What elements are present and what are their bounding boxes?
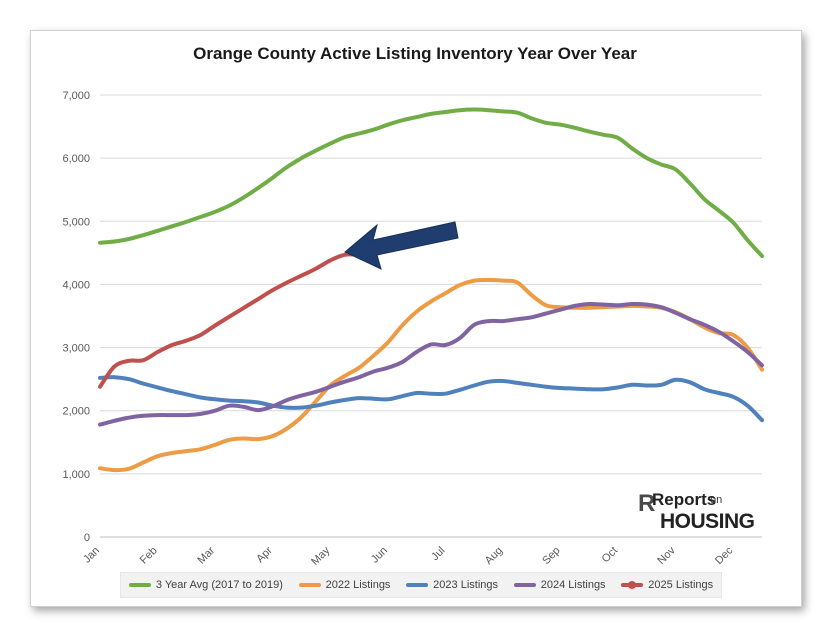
y-tick-label: 4,000 bbox=[62, 279, 90, 291]
x-tick-label: Mar bbox=[195, 544, 217, 566]
x-tick-label: May bbox=[309, 544, 333, 568]
legend-item: 2024 Listings bbox=[513, 579, 606, 591]
logo-initial: R bbox=[638, 490, 656, 517]
x-tick-label: Dec bbox=[713, 544, 736, 567]
chart-title: Orange County Active Listing Inventory Y… bbox=[193, 44, 637, 63]
logo-top-text: Reports bbox=[652, 490, 717, 509]
legend-swatch bbox=[128, 583, 151, 587]
x-tick-label: Jan bbox=[81, 545, 102, 566]
x-tick-label: Nov bbox=[655, 544, 678, 567]
series-line-3 bbox=[98, 301, 764, 427]
legend-label: 2025 Listings bbox=[648, 579, 714, 591]
grid-lines bbox=[100, 94, 762, 538]
legend-swatch bbox=[298, 583, 321, 587]
legend-label: 2022 Listings bbox=[325, 579, 391, 591]
reports-on-housing-logo: R Reports on HOUSING bbox=[638, 490, 763, 534]
legend-swatch bbox=[406, 583, 429, 587]
legend-item: 2025 Listings bbox=[621, 579, 713, 591]
legend-item: 2023 Listings bbox=[406, 579, 498, 591]
x-tick-label: Feb bbox=[138, 545, 160, 567]
series-line-4 bbox=[98, 252, 361, 389]
arrow-icon bbox=[344, 221, 459, 270]
x-tick-label: Apr bbox=[254, 544, 275, 565]
x-axis-tick-labels: Jan Feb Mar Apr May Jun Jul Aug Sep Oct Nov Dec bbox=[81, 544, 736, 568]
logo-big-text: HOUSING bbox=[660, 510, 755, 533]
chart-frame bbox=[30, 30, 802, 607]
legend-marker bbox=[628, 581, 637, 589]
legend-swatch bbox=[621, 581, 644, 589]
legend-label: 2024 Listings bbox=[540, 579, 606, 591]
legend-label: 3 Year Avg (2017 to 2019) bbox=[155, 579, 283, 591]
legend-item: 2022 Listings bbox=[298, 579, 391, 591]
legend-item: 3 Year Avg (2017 to 2019) bbox=[128, 579, 283, 591]
annotation-arrow bbox=[344, 221, 459, 270]
series-lines bbox=[98, 107, 764, 473]
x-tick-label: Jul bbox=[429, 545, 447, 563]
logo-small-text: on bbox=[710, 494, 723, 506]
x-tick-label: Oct bbox=[600, 545, 621, 566]
y-tick-label: 2,000 bbox=[62, 406, 90, 418]
y-tick-label: 1,000 bbox=[62, 469, 90, 481]
series-line-2 bbox=[98, 375, 764, 423]
y-tick-label: 5,000 bbox=[62, 216, 90, 228]
series-line-0 bbox=[98, 107, 764, 258]
legend-label: 2023 Listings bbox=[433, 579, 498, 591]
y-axis-tick-labels: 0 1,000 2,000 3,000 4,000 5,000 6,000 7,000 bbox=[62, 90, 90, 544]
y-tick-label: 3,000 bbox=[62, 343, 90, 355]
y-tick-label: 7,000 bbox=[62, 90, 90, 102]
y-tick-label: 6,000 bbox=[62, 153, 90, 165]
chart-legend: 3 Year Avg (2017 to 2019) 2022 Listings 20… bbox=[120, 572, 722, 598]
x-tick-label: Sep bbox=[540, 545, 562, 567]
y-tick-label: 0 bbox=[84, 532, 90, 544]
x-tick-label: Jun bbox=[369, 545, 390, 566]
legend-swatch bbox=[513, 583, 536, 587]
x-tick-label: Aug bbox=[483, 545, 505, 567]
